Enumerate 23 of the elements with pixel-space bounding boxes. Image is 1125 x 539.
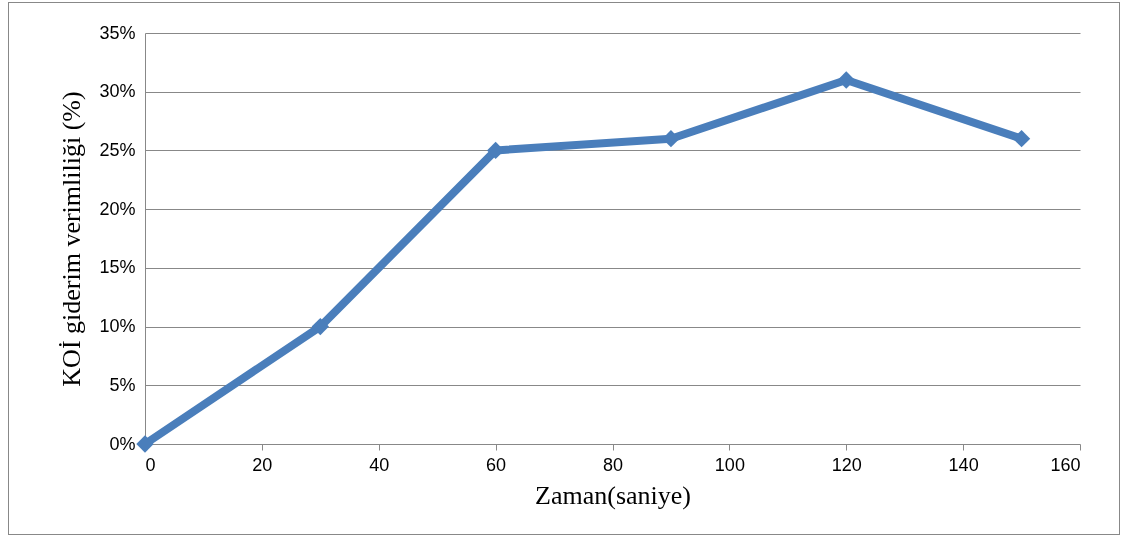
x-tick-label: 60 xyxy=(486,454,507,475)
y-tick-label: 30% xyxy=(99,81,136,102)
x-tick-label: 20 xyxy=(252,454,273,475)
x-tick-label: 140 xyxy=(948,454,979,475)
point xyxy=(837,71,855,89)
x-tick-label: 160 xyxy=(1050,454,1081,475)
point xyxy=(1012,130,1031,148)
x-axis-title: Zaman(saniye) xyxy=(535,480,691,510)
point xyxy=(136,435,154,453)
x-tick-label: 80 xyxy=(602,454,624,475)
point xyxy=(311,317,329,336)
y-tick-label: 0% xyxy=(109,433,136,454)
x-tick-label: 0 xyxy=(145,454,156,475)
x-tick-label: 100 xyxy=(714,454,745,475)
y-axis-title: KOİ giderim verimliliği (%) xyxy=(57,91,87,387)
y-tick-label: 25% xyxy=(99,139,136,160)
y-tick-label: 35% xyxy=(99,22,136,43)
y-tick-label: 5% xyxy=(109,374,136,395)
x-tick-label: 40 xyxy=(369,454,390,475)
y-tick-label: 20% xyxy=(99,198,136,219)
x-tick-label: 120 xyxy=(831,454,862,475)
y-tick-label: 10% xyxy=(99,316,136,337)
y-tick-label: 15% xyxy=(99,257,136,278)
